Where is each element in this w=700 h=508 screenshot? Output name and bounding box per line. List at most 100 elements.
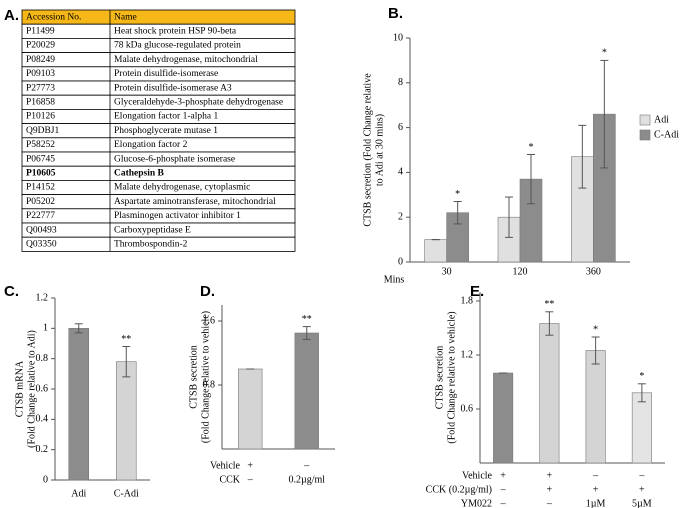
y-tick-label: 0.8	[36, 353, 49, 364]
y-axis-label: CTSB secretion	[434, 346, 445, 410]
panel-label: B.	[388, 5, 403, 22]
header-cell: Accession No.	[26, 12, 81, 22]
table-cell: Thrombospondin-2	[114, 239, 188, 249]
table-cell: Plasminogen activator inhibitor 1	[114, 211, 241, 221]
significance: **	[302, 314, 312, 325]
panel-label: A.	[4, 7, 19, 24]
y-tick-label: 1	[43, 323, 48, 334]
condition-value: –	[500, 484, 507, 495]
table-cell: Glyceraldehyde-3-phosphate dehydrogenase	[114, 97, 283, 107]
condition-value: –	[546, 498, 553, 508]
table-cell: P10605	[26, 168, 56, 178]
table-cell: P09103	[26, 69, 55, 79]
condition-value: 1µM	[586, 498, 606, 508]
y-axis-label: CTSB mRNA	[14, 360, 25, 417]
y-tick-label: 0.4	[36, 414, 49, 425]
y-tick-label: 0.6	[36, 383, 49, 394]
table-cell: Protein disulfide-isomerase A3	[114, 82, 232, 93]
legend-label: C-Adi	[654, 129, 679, 140]
table-cell: P05202	[26, 197, 55, 207]
legend-swatch	[639, 129, 651, 141]
x-tick-label: 120	[513, 266, 528, 277]
table-cell: Q00493	[26, 225, 57, 235]
condition-value: –	[247, 474, 254, 485]
significance: *	[593, 324, 598, 335]
table-cell: Malate dehydrogenase, cytoplasmic	[114, 183, 250, 193]
panel-label: D.	[200, 283, 215, 300]
y-tick-label: 4	[398, 167, 403, 178]
table-cell: P27773	[26, 83, 55, 93]
table-cell: Elongation factor 2	[114, 139, 188, 150]
condition-value: +	[547, 484, 553, 495]
table-cell: Q03350	[26, 239, 57, 249]
table-cell: Q9DBJ1	[26, 126, 60, 136]
significance: *	[455, 189, 460, 200]
table-cell: Protein disulfide-isomerase	[114, 68, 218, 79]
condition-name: CCK (0.2µg/ml)	[426, 484, 492, 495]
bar	[238, 368, 263, 450]
x-tick-label: 360	[586, 266, 601, 277]
y-axis-label: CTSB secretion (Fold Change relative	[362, 73, 373, 227]
y-tick-label: 0.6	[461, 403, 474, 414]
table-cell: P22777	[26, 211, 55, 221]
condition-value: +	[247, 460, 253, 471]
bar	[115, 361, 137, 481]
y-tick-label: 0	[43, 474, 48, 485]
condition-value: –	[500, 498, 507, 508]
condition-value: –	[303, 460, 310, 471]
x-tick-label: 30	[442, 266, 452, 277]
significance: *	[529, 142, 534, 153]
condition-value: +	[547, 470, 553, 481]
significance: *	[602, 48, 607, 59]
condition-name: YM022	[461, 498, 492, 508]
y-tick-label: 6	[398, 122, 403, 133]
x-axis-label: Mins	[384, 274, 405, 285]
bar	[68, 328, 90, 481]
table-cell: Cathepsin B	[114, 168, 165, 178]
y-tick-label: 8	[398, 77, 403, 88]
bar	[539, 323, 560, 464]
table-cell: P20029	[26, 41, 55, 51]
y-tick-label: 1.6	[203, 315, 216, 326]
panel-label: C.	[4, 283, 19, 300]
table-cell: Glucose-6-phosphate isomerase	[114, 154, 235, 164]
condition-name: CCK	[219, 474, 240, 485]
bar	[585, 350, 606, 464]
y-axis-label: (Fold Change relative to Adi)	[26, 330, 37, 448]
table-cell: P58252	[26, 140, 55, 150]
table-cell: Phosphoglycerate mutase 1	[114, 126, 218, 136]
condition-value: –	[592, 470, 599, 481]
header-cell: Name	[114, 12, 137, 22]
table-cell: Aspartate aminotransferase, mitochondria…	[114, 196, 276, 207]
condition-value: +	[593, 484, 599, 495]
table-cell: Elongation factor 1-alpha 1	[114, 111, 218, 122]
condition-value: 0.2µg/ml	[288, 474, 325, 485]
table-cell: P11499	[26, 26, 55, 36]
bar	[493, 372, 514, 464]
table-cell: Carboxypeptidase E	[114, 225, 191, 235]
x-tick-label: Adi	[71, 488, 86, 499]
y-axis-label: (Fold Change relative to vehicle)	[446, 311, 457, 443]
condition-name: Vehicle	[210, 460, 241, 471]
table-cell: P14152	[26, 183, 55, 193]
y-tick-label: 0.8	[203, 379, 216, 390]
y-axis-label: (Fold Change relative to vehicle)	[200, 311, 211, 443]
y-tick-label: 0.2	[36, 444, 49, 455]
table-cell: P08249	[26, 55, 55, 65]
condition-value: –	[638, 470, 645, 481]
condition-value: +	[500, 470, 506, 481]
y-tick-label: 2	[398, 211, 403, 222]
significance: *	[639, 371, 644, 382]
y-axis-label: CTSB secretion	[188, 345, 199, 409]
table-cell: 78 kDa glucose-regulated protein	[114, 41, 241, 51]
x-tick-label: C-Adi	[114, 488, 139, 499]
significance: **	[544, 299, 554, 310]
condition-name: Vehicle	[462, 470, 493, 481]
condition-value: 5µM	[632, 498, 652, 508]
table-cell: Malate dehydrogenase, mitochondrial	[114, 55, 258, 65]
table-cell: P06745	[26, 154, 55, 164]
table-cell: P10126	[26, 112, 55, 122]
y-tick-label: 1.2	[36, 292, 49, 303]
table-row	[21, 236, 296, 252]
